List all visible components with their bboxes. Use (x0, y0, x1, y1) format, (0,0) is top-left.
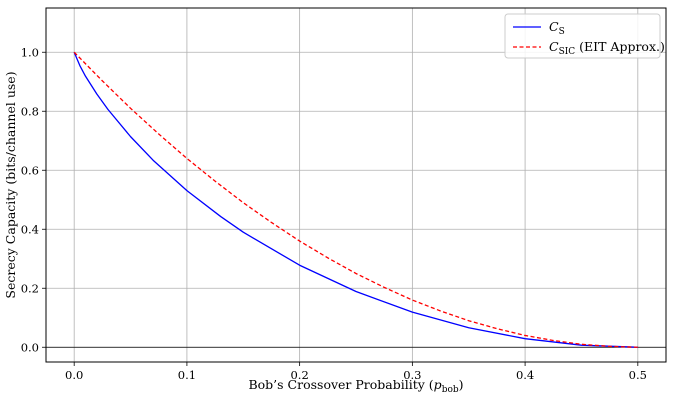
x-tick-label: 0.4 (516, 368, 534, 382)
x-tick-label: 0.3 (403, 368, 421, 382)
plot-frame (45, 7, 667, 363)
legend-label-csic: CSIC (EIT Approx.) (549, 39, 665, 57)
x-tick-label: 0.0 (65, 368, 83, 382)
y-tick-label: 0.6 (21, 163, 39, 177)
y-tick-label: 0.0 (21, 340, 39, 354)
x-axis-label: Bob’s Crossover Probability (pbob) (248, 377, 463, 395)
x-tick-label: 0.5 (629, 368, 647, 382)
y-tick-label: 0.2 (21, 281, 39, 295)
x-axis-label-main: Bob’s Crossover Probability ( (248, 377, 433, 392)
legend-label-cs-var: C (549, 19, 559, 34)
legend-label-cs: CS (549, 19, 565, 37)
legend: CS CSIC (EIT Approx.) (504, 13, 665, 59)
y-axis-ticks: 0.0 0.2 0.4 0.6 0.8 1.0 (21, 45, 46, 354)
x-tick-label: 0.2 (290, 368, 308, 382)
x-axis-ticks: 0.0 0.1 0.2 0.3 0.4 0.5 (65, 362, 647, 382)
x-axis-label-var: p (434, 377, 442, 392)
y-axis-label: Secrecy Capacity (bits/channel use) (3, 71, 18, 298)
x-axis-label-sub: bob (442, 385, 459, 395)
series-lines (73, 51, 638, 348)
legend-label-csic-sub: SIC (559, 47, 576, 57)
y-tick-label: 1.0 (21, 45, 39, 59)
legend-label-csic-var: C (549, 39, 559, 54)
series-line-cs (73, 51, 638, 348)
legend-box (504, 13, 661, 59)
y-tick-label: 0.4 (21, 222, 39, 236)
series-line-csic (73, 51, 638, 348)
x-tick-label: 0.1 (178, 368, 196, 382)
legend-label-cs-sub: S (559, 27, 565, 37)
y-tick-label: 0.8 (21, 104, 39, 118)
x-axis-label-close: ) (459, 377, 464, 392)
legend-label-csic-suffix: (EIT Approx.) (575, 39, 665, 54)
